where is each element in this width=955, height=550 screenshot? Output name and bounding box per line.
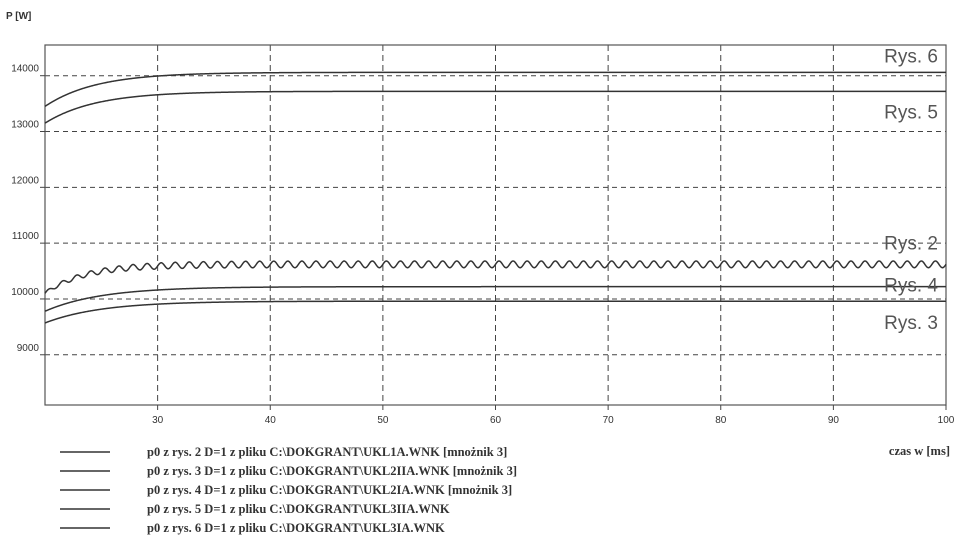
x-tick-label: 30 [152,415,164,426]
y-tick-label: 9000 [17,343,40,354]
legend: p0 z rys. 2 D=1 z pliku C:\DOKGRANT\UKL1… [60,445,517,535]
series-line-5 [44,300,946,324]
legend-entry: p0 z rys. 4 D=1 z pliku C:\DOKGRANT\UKL2… [147,483,512,497]
series-line-3 [44,260,947,294]
series-label: Rys. 2 [884,233,938,254]
series-line-2 [44,90,946,124]
x-tick-label: 50 [377,415,389,426]
x-tick-label: 100 [938,415,955,426]
x-tick-label: 90 [828,415,840,426]
x-axis: 30 40 50 60 70 80 90 100 [152,405,955,426]
series-label: Rys. 5 [884,102,938,123]
series-line-4 [44,285,946,312]
x-tick-label: 80 [715,415,727,426]
series-line-1 [44,71,946,108]
y-tick-label: 11000 [12,231,40,242]
legend-entry: p0 z rys. 6 D=1 z pliku C:\DOKGRANT\UKL3… [147,521,445,535]
y-tick-label: 12000 [11,175,39,186]
x-axis-label: czas w [ms] [889,444,950,458]
y-axis-label: P [W] [6,11,31,22]
x-tick-label: 60 [490,415,502,426]
y-tick-label: 14000 [11,64,39,75]
series-lines [44,71,947,324]
x-tick-label: 40 [265,415,277,426]
x-tick-label: 70 [603,415,615,426]
grid-lines [45,45,946,405]
legend-entry: p0 z rys. 2 D=1 z pliku C:\DOKGRANT\UKL1… [147,445,507,459]
legend-entry: p0 z rys. 5 D=1 z pliku C:\DOKGRANT\UKL3… [147,502,450,516]
y-tick-label: 10000 [11,287,39,298]
series-labels: Rys. 6 Rys. 5 Rys. 2 Rys. 4 Rys. 3 [884,46,938,334]
y-axis: 9000 10000 11000 12000 13000 14000 [11,64,45,356]
y-tick-label: 13000 [11,120,39,131]
series-label: Rys. 4 [884,276,938,297]
series-label: Rys. 6 [884,46,938,67]
legend-entry: p0 z rys. 3 D=1 z pliku C:\DOKGRANT\UKL2… [147,464,517,478]
series-label: Rys. 3 [884,313,938,334]
